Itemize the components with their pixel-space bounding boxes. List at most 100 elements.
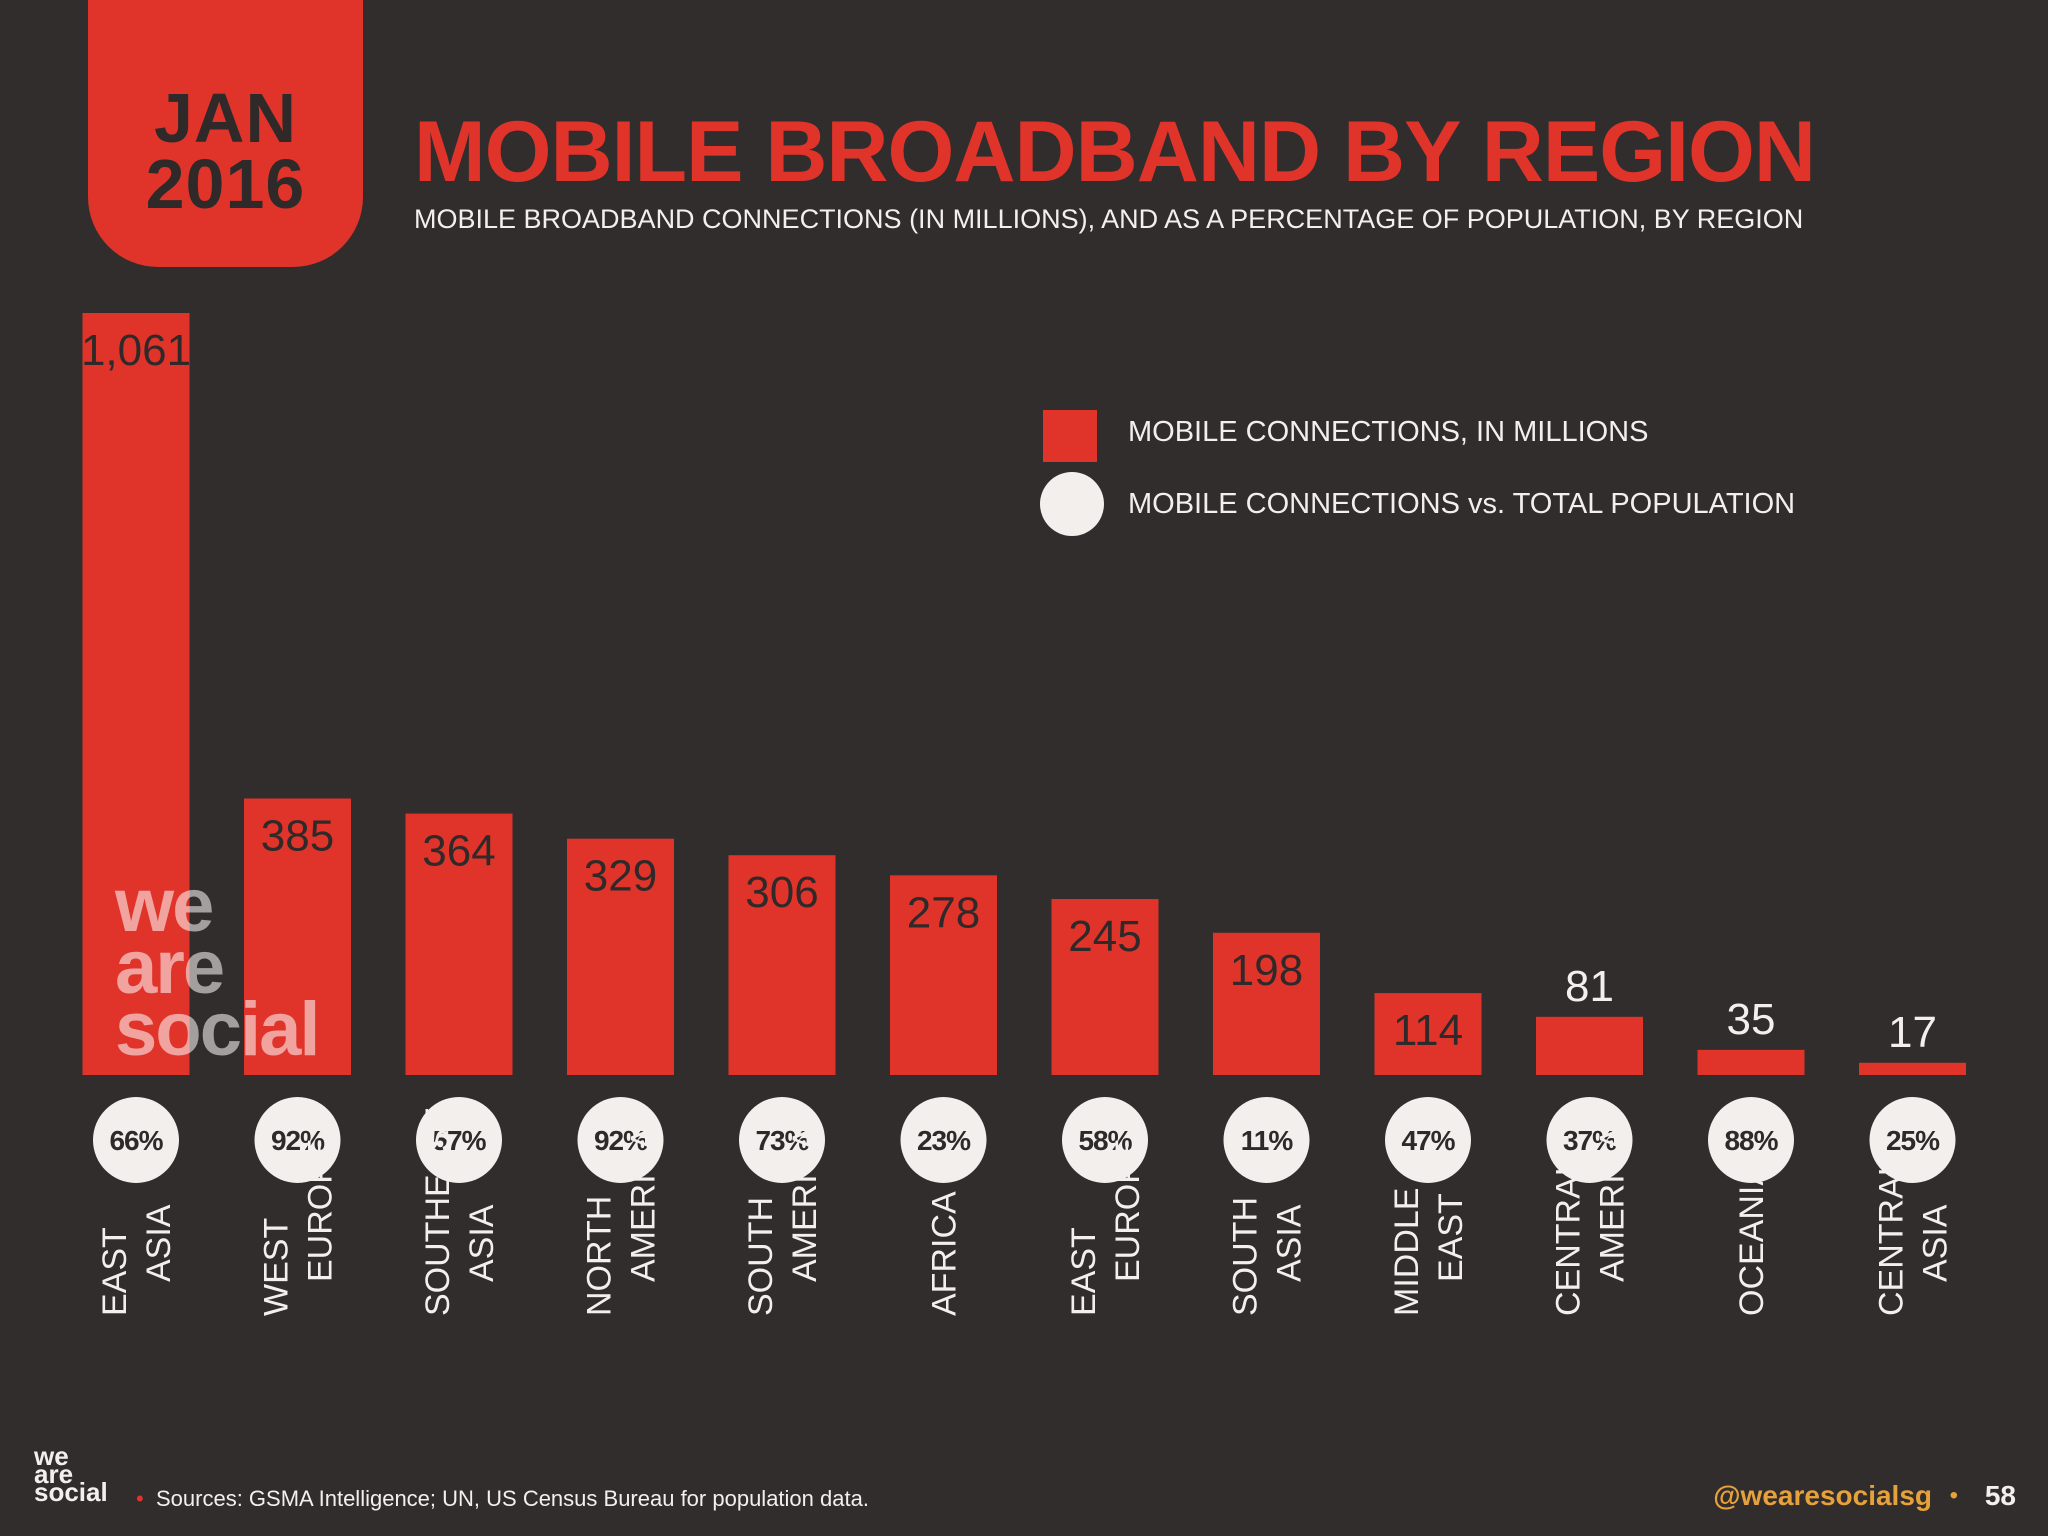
category-label: CENTRAL ASIA [1873, 1157, 1955, 1316]
legend-circle-icon [1040, 472, 1104, 536]
bar-value-label: 81 [1565, 962, 1614, 1011]
percent-label: 25% [1886, 1125, 1940, 1156]
bar [1536, 1016, 1643, 1075]
category-label-line: AMERICA [1594, 1127, 1632, 1282]
percent-circle [1223, 1097, 1310, 1183]
percent-circle [577, 1097, 664, 1183]
category-label-line: AMERICA [625, 1127, 663, 1282]
watermark-logo: we are social [115, 863, 320, 1072]
date-year: 2016 [145, 145, 306, 223]
date-tab: JAN 2016 [88, 0, 363, 267]
bar-value-label: 385 [261, 811, 334, 860]
category-label-line: EAST [1065, 1227, 1103, 1316]
bar-value-label: 198 [1230, 946, 1303, 995]
percent-label: 92% [594, 1125, 648, 1156]
footer-logo-line: we [34, 1441, 69, 1471]
category-label: CENTRAL AMERICA [1550, 1127, 1632, 1316]
category-label-line: WEST [258, 1218, 296, 1316]
category-label-line: ASIA [1917, 1204, 1955, 1282]
category-label: OCEANIA [1733, 1163, 1771, 1316]
percent-label: 47% [1401, 1125, 1455, 1156]
category-label-line: SOUTH [742, 1197, 780, 1316]
bar [1859, 1062, 1966, 1075]
bar [405, 813, 513, 1075]
footer-source: Sources: GSMA Intelligence; UN, US Censu… [156, 1486, 869, 1511]
category-label-line: OCEANIA [1733, 1163, 1771, 1316]
footer-separator-icon: • [1949, 1482, 1958, 1509]
bar [82, 313, 190, 1075]
footer-logo: we are social [34, 1441, 108, 1507]
bar-value-label: 114 [1393, 1006, 1463, 1055]
percent-label: 58% [1078, 1125, 1132, 1156]
percent-label: 57% [432, 1125, 486, 1156]
category-label-line: EAST [96, 1227, 134, 1316]
category-label-line: SOUTHEAST [419, 1108, 457, 1316]
bar [567, 838, 674, 1075]
page-number: 58 [1984, 1480, 2016, 1511]
category-label: MIDDLE EAST [1388, 1188, 1470, 1316]
date-month: JAN [153, 79, 298, 157]
bar [1374, 993, 1482, 1075]
watermark-line: we [115, 863, 214, 948]
bar [890, 875, 997, 1075]
footer-logo-line: social [34, 1477, 108, 1507]
bar [1051, 899, 1159, 1075]
watermark-line: social [115, 987, 320, 1072]
category-label: EAST ASIA [96, 1204, 178, 1316]
category-label-line: NORTH [581, 1196, 619, 1316]
percent-circle [1062, 1097, 1148, 1183]
legend-label-circles: MOBILE CONNECTIONS vs. TOTAL POPULATION [1128, 488, 1796, 520]
bar [728, 855, 836, 1075]
percent-circle [1869, 1097, 1956, 1183]
percent-circle [1708, 1097, 1794, 1183]
bar-value-label: 278 [907, 888, 980, 937]
category-label-line: SOUTH [1227, 1197, 1265, 1316]
category-label-line: AMERICA [786, 1127, 824, 1282]
percent-label: 92% [271, 1125, 325, 1156]
category-label-line: CENTRAL [1550, 1157, 1588, 1316]
footer-handle: @wearesocialsg [1713, 1480, 1932, 1511]
bar [244, 798, 351, 1075]
bar-value-label: 1,061 [81, 326, 191, 375]
category-label-line: EUROPE [1109, 1138, 1147, 1282]
page-subtitle: MOBILE BROADBAND CONNECTIONS (IN MILLION… [414, 204, 1804, 234]
percent-label: 73% [755, 1125, 809, 1156]
percent-label: 88% [1724, 1125, 1778, 1156]
category-label-line: ASIA [463, 1204, 501, 1282]
percent-circle [900, 1097, 987, 1183]
percent-circle [1385, 1097, 1471, 1183]
bar [1213, 932, 1320, 1075]
category-label: SOUTHEAST ASIA [419, 1108, 501, 1316]
category-label-line: ASIA [1271, 1204, 1309, 1282]
category-label-line: ASIA [140, 1204, 178, 1282]
legend-label-bars: MOBILE CONNECTIONS, IN MILLIONS [1128, 416, 1649, 448]
category-label: SOUTH ASIA [1227, 1197, 1309, 1316]
category-label: WEST EUROPE [258, 1138, 340, 1316]
category-label-line: AFRICA [926, 1191, 964, 1316]
bar-value-label: 329 [584, 852, 657, 901]
percent-label: 66% [109, 1125, 163, 1156]
category-label: SOUTH AMERICA [742, 1127, 824, 1316]
percent-label: 23% [917, 1125, 971, 1156]
footer-logo-line: are [34, 1459, 74, 1489]
category-label-line: CENTRAL [1873, 1157, 1911, 1316]
bar-value-label: 364 [422, 827, 495, 876]
category-label: NORTH AMERICA [581, 1127, 663, 1316]
footer-bullet-icon: • [136, 1486, 144, 1511]
watermark-line: are [115, 925, 225, 1010]
category-label: EAST EUROPE [1065, 1138, 1147, 1316]
bar-value-label: 35 [1727, 995, 1776, 1044]
category-label-line: EUROPE [302, 1138, 340, 1282]
bar-value-label: 245 [1068, 912, 1141, 961]
category-label-line: MIDDLE [1388, 1188, 1426, 1316]
percent-circle [1546, 1097, 1633, 1183]
percent-label: 11% [1241, 1125, 1294, 1156]
percent-label: 37% [1563, 1125, 1617, 1156]
legend-square-icon [1043, 410, 1097, 462]
bar-value-label: 17 [1888, 1008, 1937, 1057]
percent-circle [739, 1097, 825, 1183]
page-title: MOBILE BROADBAND BY REGION [414, 104, 1816, 200]
percent-circle [416, 1097, 502, 1183]
percent-circle [93, 1097, 179, 1183]
